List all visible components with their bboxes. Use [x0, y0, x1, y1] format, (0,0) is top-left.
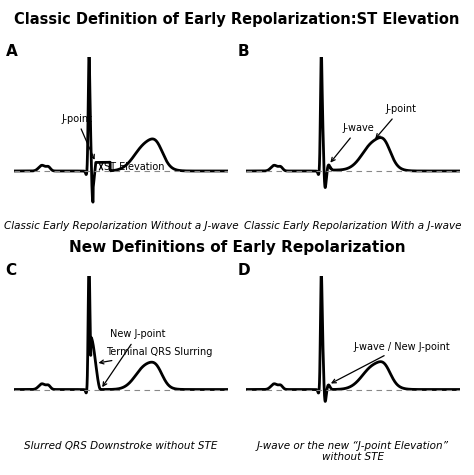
- Text: B: B: [238, 45, 250, 59]
- Text: J-point: J-point: [376, 104, 416, 138]
- Text: J-wave: J-wave: [331, 123, 374, 162]
- Text: Slurred QRS Downstroke without STE: Slurred QRS Downstroke without STE: [24, 441, 218, 451]
- Text: Classic Early Repolarization With a J-wave: Classic Early Repolarization With a J-wa…: [245, 221, 462, 231]
- Text: D: D: [238, 263, 251, 278]
- Text: New Definitions of Early Repolarization: New Definitions of Early Repolarization: [69, 240, 405, 255]
- Text: New J-point: New J-point: [103, 329, 166, 386]
- Text: J-wave or the new “J-point Elevation”
without STE: J-wave or the new “J-point Elevation” wi…: [257, 441, 449, 462]
- Text: A: A: [6, 45, 18, 59]
- Text: Classic Definition of Early Repolarization:ST Elevation: Classic Definition of Early Repolarizati…: [14, 12, 460, 27]
- Text: Classic Early Repolarization Without a J-wave: Classic Early Repolarization Without a J…: [4, 221, 238, 231]
- Text: J-wave / New J-point: J-wave / New J-point: [332, 342, 450, 383]
- Text: C: C: [6, 263, 17, 278]
- Text: J-point: J-point: [61, 114, 94, 159]
- Text: ST Elevation: ST Elevation: [104, 162, 165, 172]
- Text: Terminal QRS Slurring: Terminal QRS Slurring: [100, 347, 212, 364]
